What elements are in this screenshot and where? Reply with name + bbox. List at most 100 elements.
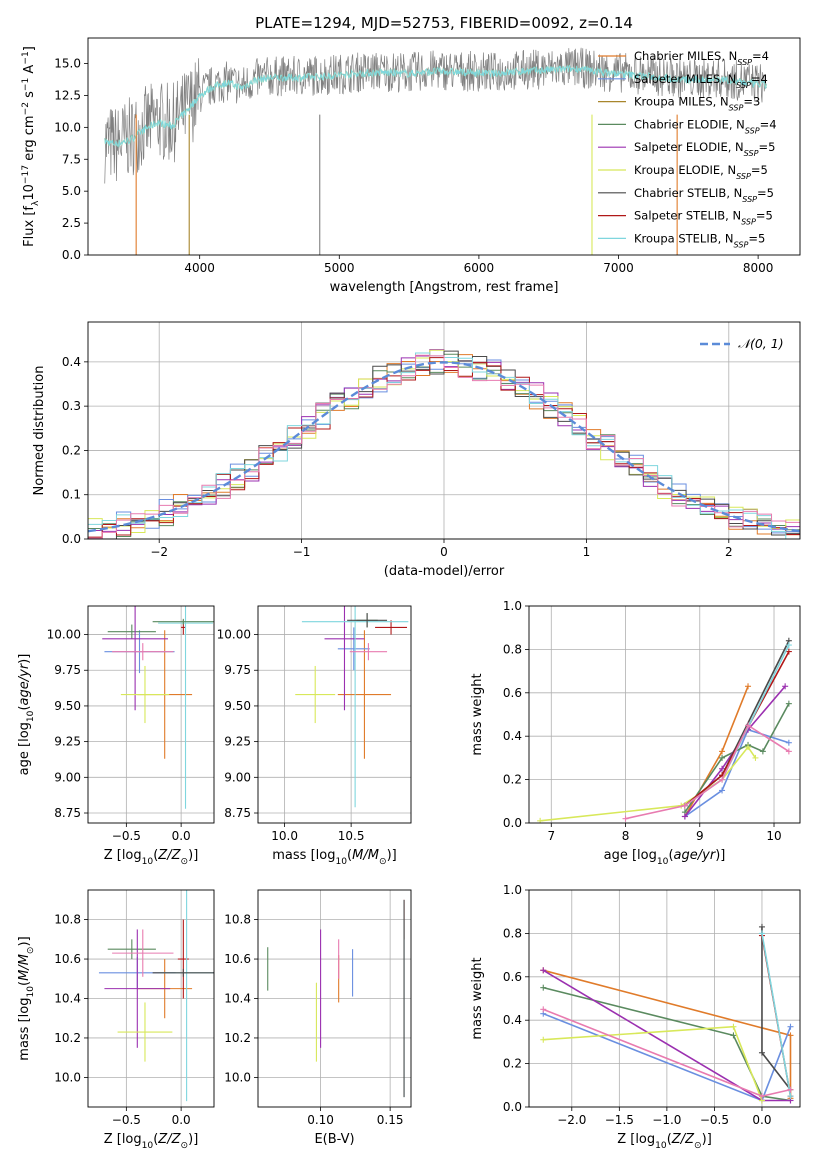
errorbar-point	[295, 665, 336, 724]
x-tick-label: 8000	[743, 261, 774, 275]
legend-label: Salpeter ELODIE, NSSP=5	[634, 140, 775, 158]
label-span: age [log	[17, 722, 32, 775]
label-span: Z/Z	[157, 1132, 181, 1147]
y-tick-label: 1.0	[503, 599, 522, 613]
label-span: age [log	[604, 848, 657, 863]
x-axis-label: wavelength [Angstrom, rest frame]	[330, 280, 559, 295]
label-span: M/M	[17, 954, 32, 981]
label-span: Z/Z	[671, 1132, 695, 1147]
y-tick-label: 10.8	[54, 913, 81, 927]
x-tick-label: 10.5	[338, 829, 365, 843]
label-span: Z [log	[617, 1132, 655, 1147]
y-tick-label: 8.75	[224, 806, 251, 820]
label-span: mass [log	[272, 848, 335, 863]
legend-label-sub: SSP	[734, 240, 749, 249]
plots: 4000 5000 6000 7000 80000.02.55.07.510.012.5…	[17, 37, 801, 1151]
legend-label: Kroupa MILES, NSSP=3	[634, 95, 760, 113]
y-tick-label: 0.8	[503, 926, 522, 940]
legend-label: Kroupa STELIB, NSSP=5	[634, 231, 765, 249]
legend-label-tail: =5	[751, 163, 768, 177]
x-tick-label: 1	[583, 545, 591, 559]
label-span: erg cm	[22, 115, 37, 164]
x-tick-label: 7	[547, 829, 555, 843]
plot-area	[88, 606, 214, 823]
y-axis-label: mass weight	[470, 673, 485, 755]
label-span: 10	[26, 986, 36, 998]
legend-label-tail: =5	[756, 209, 773, 223]
errorbar-point	[337, 627, 370, 671]
label-span: ⊙	[181, 857, 189, 867]
label-span: −1	[21, 78, 31, 91]
x-tick-label: 0.0	[752, 1113, 771, 1127]
legend-label-tail: =5	[758, 140, 775, 154]
y-tick-label: 0.0	[503, 1100, 522, 1114]
y-tick-label: 15.0	[54, 57, 81, 71]
legend-label-base: Salpeter STELIB, N	[634, 209, 741, 223]
y-tick-label: 9.75	[224, 663, 251, 677]
label-span: λ	[31, 200, 41, 206]
y-tick-label: 9.25	[54, 735, 81, 749]
legend-label-sub: SSP	[736, 80, 751, 89]
label-span: (	[153, 1132, 158, 1147]
legend-label-tail: =4	[752, 49, 769, 63]
y-tick-label: 0.6	[503, 686, 522, 700]
legend-label: Chabrier STELIB, NSSP=5	[634, 186, 774, 204]
legend-label-tail: =5	[757, 186, 774, 200]
errorbar-point	[117, 1002, 173, 1062]
hist-axes: −2 −1 0 1 2 0.0 0.1 0.2 0.3 0.4 (data-model)/error…	[32, 321, 801, 579]
label-span: Z [log	[104, 1132, 142, 1147]
x-axis-label: E(B-V)	[314, 1132, 354, 1147]
mass_vs_ebv-marks	[267, 899, 405, 1098]
errorbar-point	[112, 929, 174, 977]
spectrum-marks	[104, 47, 767, 255]
legend-label-base: Chabrier ELODIE, N	[634, 117, 745, 131]
y-tick-label: 2.5	[62, 216, 81, 230]
label-span: −2	[21, 102, 31, 115]
legend-label-base: Salpeter ELODIE, N	[634, 140, 744, 154]
label-span: )]	[188, 1132, 198, 1147]
y-tick-label: 8.75	[54, 806, 81, 820]
figure-title: PLATE=1294, MJD=52753, FIBERID=0092, z=0…	[255, 14, 633, 32]
legend-label-tail: =4	[760, 117, 777, 131]
y-tick-label: 0.0	[62, 248, 81, 262]
mass_vs_Z-marks	[98, 890, 214, 1102]
legend-label-tail: =3	[743, 95, 760, 109]
errorbar-point	[102, 606, 168, 711]
label-span: )]	[17, 936, 32, 946]
y-axis-label: mass [log10(M/M⊙)]	[17, 936, 36, 1060]
label-span: (	[347, 848, 352, 863]
legend-label-base: Salpeter MILES, N	[634, 72, 736, 86]
y-tick-label: 9.75	[54, 663, 81, 677]
errorbar-point	[152, 618, 214, 625]
mass_vs_Z-axes: −0.5 0.010.010.210.410.610.8Z [log10(Z/Z⊙…	[17, 889, 215, 1151]
x-tick-label: −2	[150, 545, 168, 559]
y-tick-label: 0.0	[503, 816, 522, 830]
axes-frame	[87, 321, 801, 540]
y-tick-label: 0.4	[503, 1013, 522, 1027]
spectrum-axes: 4000 5000 6000 7000 8000 0.0 2.5 5.0 7.5 10.0 12.5…	[21, 37, 801, 295]
y-tick-label: 0.6	[503, 970, 522, 984]
x-tick-label: 5000	[324, 261, 355, 275]
label-span: 10	[657, 857, 669, 867]
errorbar-point	[107, 624, 156, 639]
x-tick-label: 10	[766, 829, 781, 843]
x-tick-label: 7000	[603, 261, 634, 275]
x-tick-label: 6000	[464, 261, 495, 275]
hist-marks	[88, 349, 800, 539]
plot-area	[258, 606, 411, 823]
legend-label-base: Kroupa STELIB, N	[634, 231, 734, 245]
label-span: A	[22, 65, 37, 78]
label-span: ⊙	[26, 946, 36, 954]
y-tick-label: 9.50	[224, 699, 251, 713]
label-span: ⊙	[694, 1141, 702, 1151]
label-span: Flux [f	[22, 206, 37, 247]
label-span: 10	[142, 1141, 154, 1151]
label-span: mass weight	[470, 957, 485, 1039]
legend-label: Kroupa ELODIE, NSSP=5	[634, 163, 768, 181]
label-span: E(B-V)	[314, 1132, 354, 1147]
x-axis-label: (data-model)/error	[384, 564, 505, 579]
y-axis-label: mass weight	[470, 957, 485, 1039]
x-tick-label: −0.5	[700, 1113, 729, 1127]
label-span: M/M	[352, 848, 379, 863]
